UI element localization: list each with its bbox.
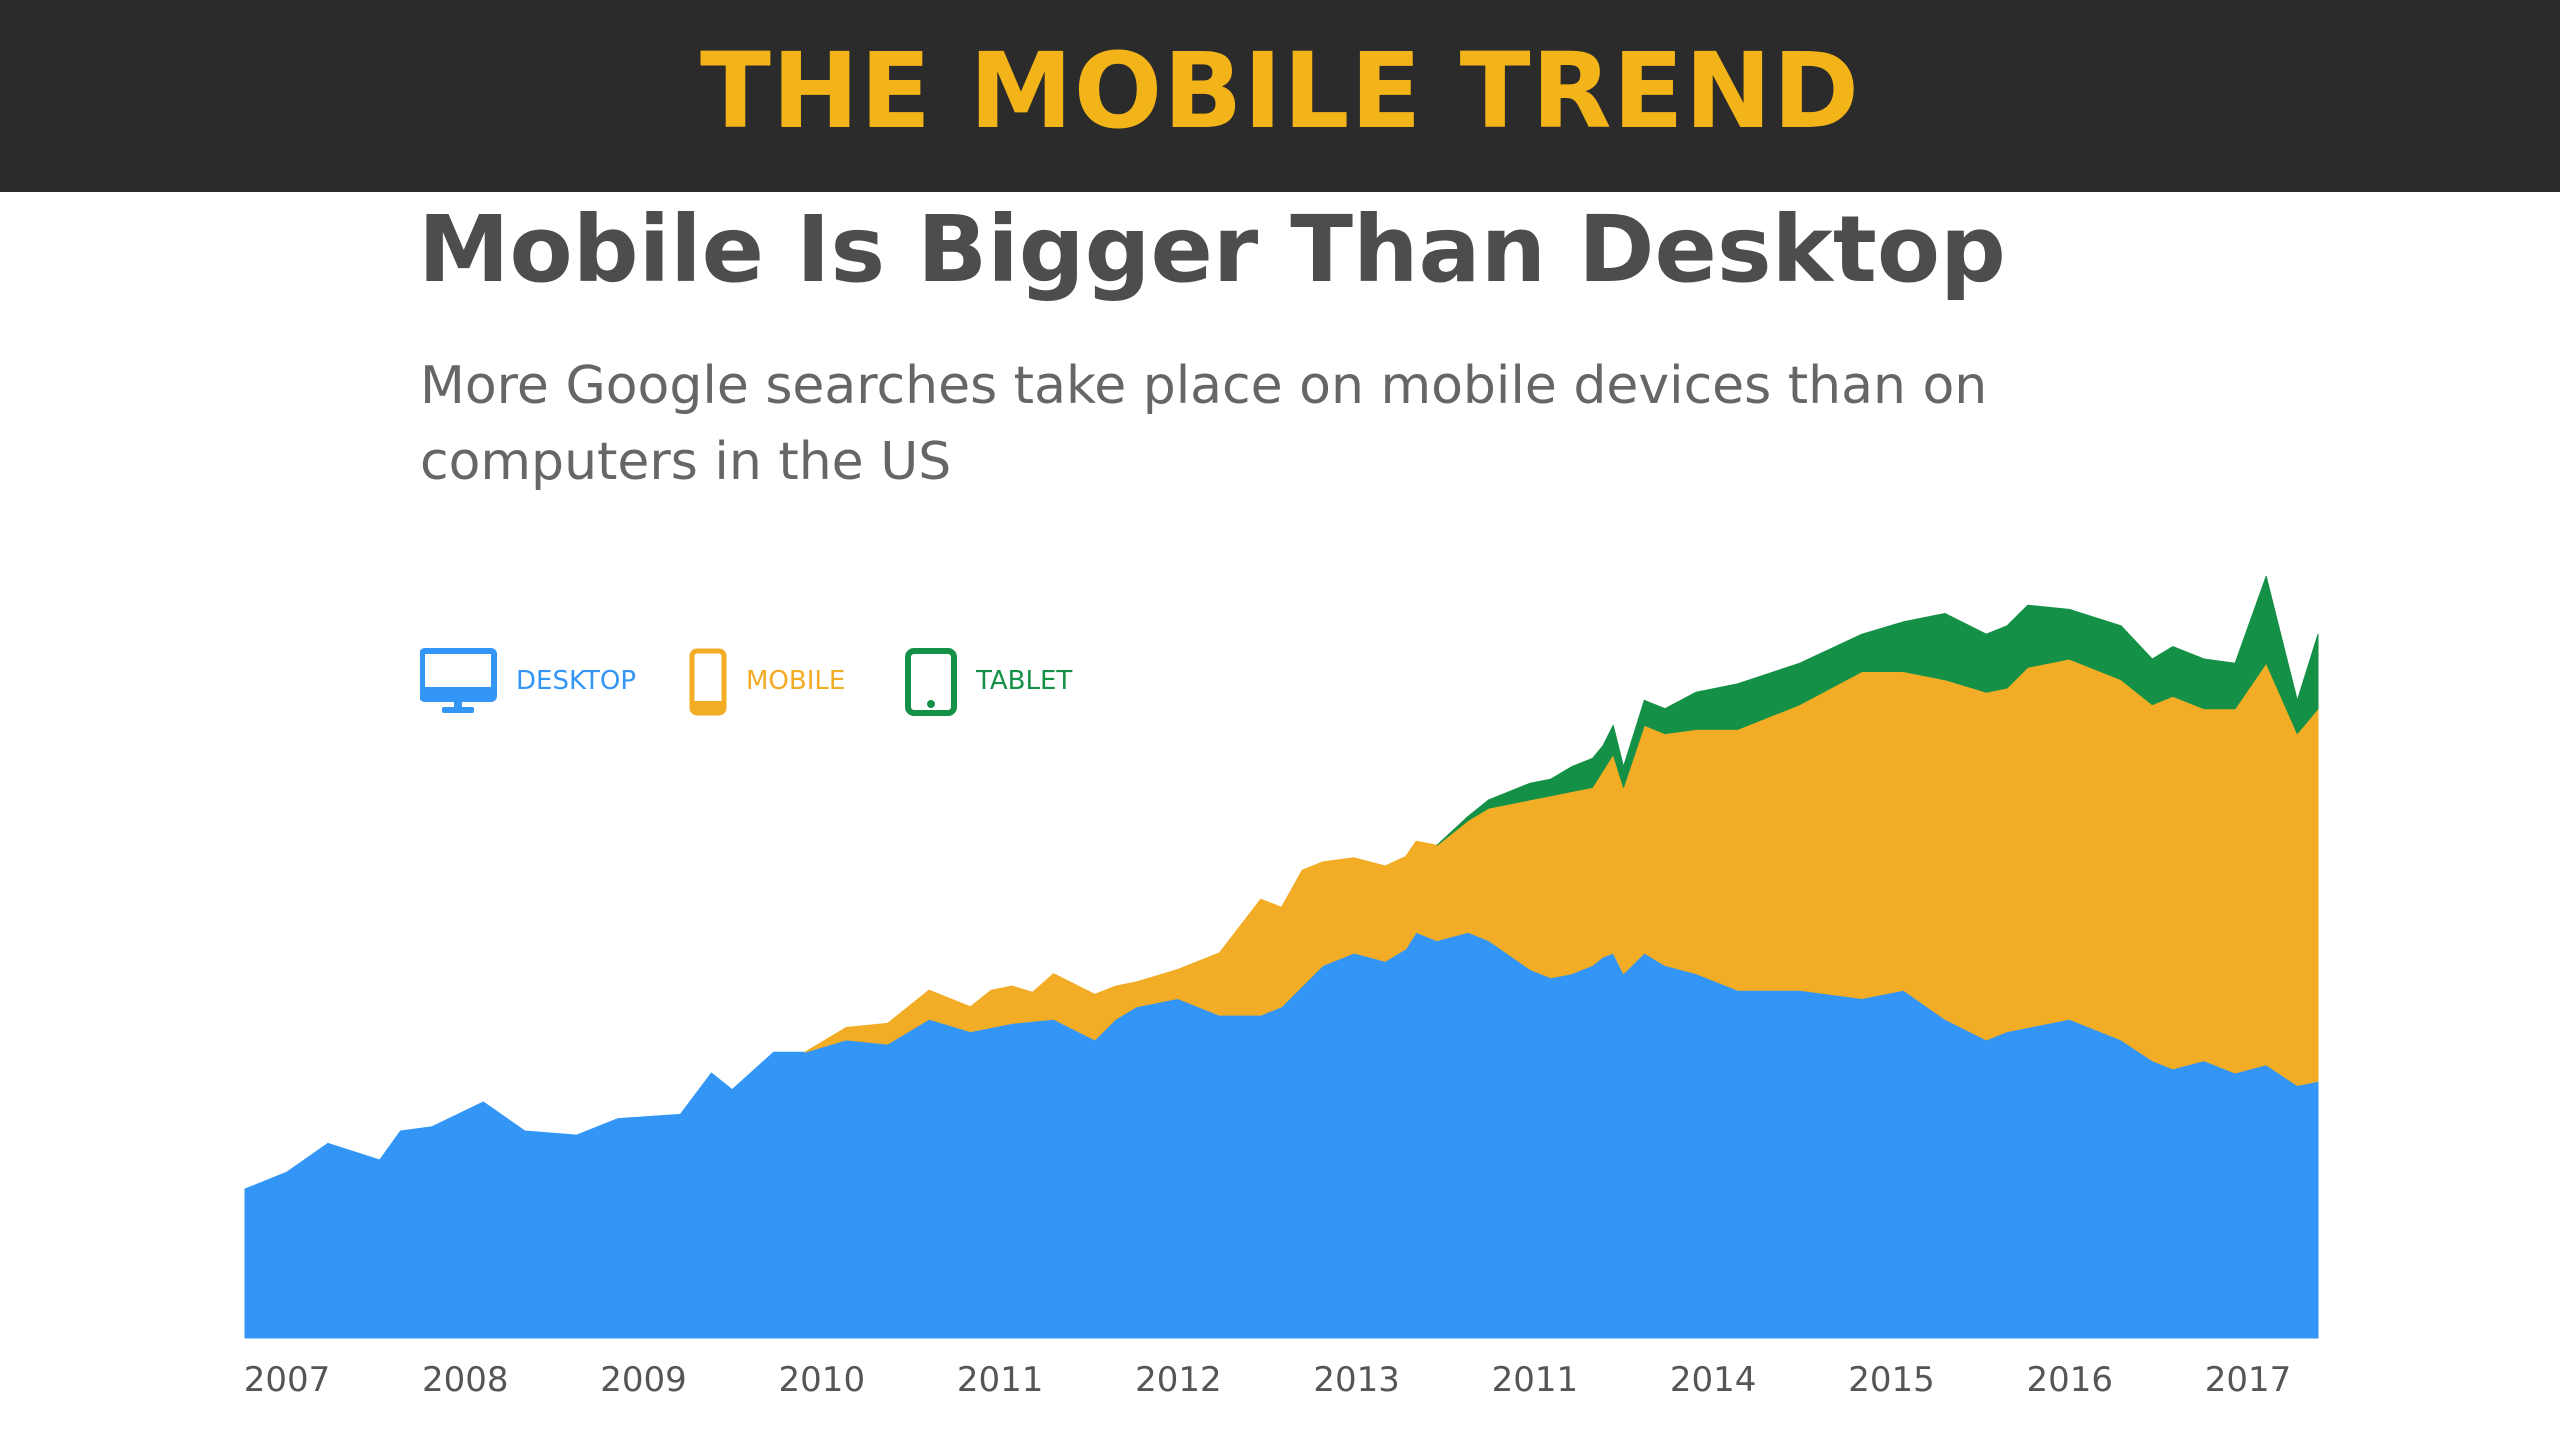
chart-subtitle: More Google searches take place on mobil… <box>420 356 1988 492</box>
top-banner: THE MOBILE TREND <box>0 0 2560 192</box>
x-tick-label: 2012 <box>1135 1360 1222 1400</box>
desktop-monitor-icon <box>420 648 497 713</box>
x-tick-label: 2009 <box>600 1360 687 1400</box>
x-tick-label: 2010 <box>778 1360 866 1400</box>
x-tick-label: 2008 <box>422 1360 509 1400</box>
x-tick-label: 2015 <box>1848 1360 1935 1400</box>
x-tick-label: 2011 <box>956 1360 1044 1400</box>
mobile-phone-icon <box>689 648 727 716</box>
x-tick-label: 2014 <box>1669 1360 1757 1400</box>
legend-label-tablet: TABLET <box>976 666 1073 696</box>
x-tick-label: 2016 <box>2026 1360 2113 1400</box>
x-tick-label: 2007 <box>243 1360 331 1400</box>
x-tick-label: 2017 <box>2204 1360 2292 1400</box>
chart-title: Mobile Is Bigger Than Desktop <box>418 196 2006 303</box>
area-series-desktop <box>244 931 2319 1339</box>
tablet-icon <box>905 648 957 716</box>
area-series-mobile <box>804 658 2319 1086</box>
banner-title: THE MOBILE TREND <box>699 30 1861 152</box>
x-tick-label: 2013 <box>1313 1360 1400 1400</box>
legend-label-mobile: MOBILE <box>746 666 846 696</box>
x-tick-label: 2011 <box>1491 1360 1579 1400</box>
legend-label-desktop: DESKTOP <box>516 666 637 696</box>
area-series-tablet <box>1436 575 2319 846</box>
